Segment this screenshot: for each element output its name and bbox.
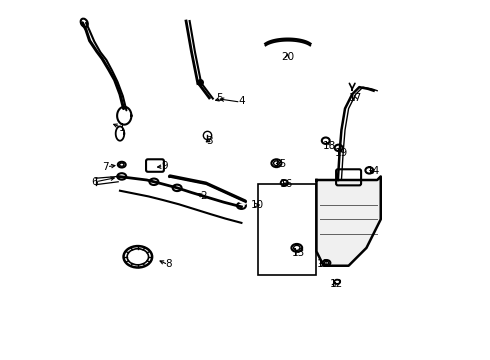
Text: 14: 14 [367,166,380,176]
Text: 18: 18 [322,141,336,151]
Text: 6: 6 [92,177,98,187]
Text: 4: 4 [238,96,245,107]
Text: 5: 5 [217,93,223,103]
Text: 7: 7 [102,162,109,172]
Text: 12: 12 [329,279,343,289]
Text: 10: 10 [251,200,264,210]
Text: 15: 15 [274,159,287,169]
Text: 1: 1 [119,123,125,133]
Text: 19: 19 [335,148,348,158]
Text: 17: 17 [349,93,363,103]
Text: 11: 11 [317,259,330,269]
Text: 2: 2 [200,191,207,201]
Text: 8: 8 [165,259,172,269]
Text: 9: 9 [161,161,168,171]
Polygon shape [317,176,381,266]
Text: 20: 20 [281,52,294,62]
Text: 13: 13 [292,248,305,258]
Text: 16: 16 [279,179,293,189]
Text: 3: 3 [206,136,213,146]
